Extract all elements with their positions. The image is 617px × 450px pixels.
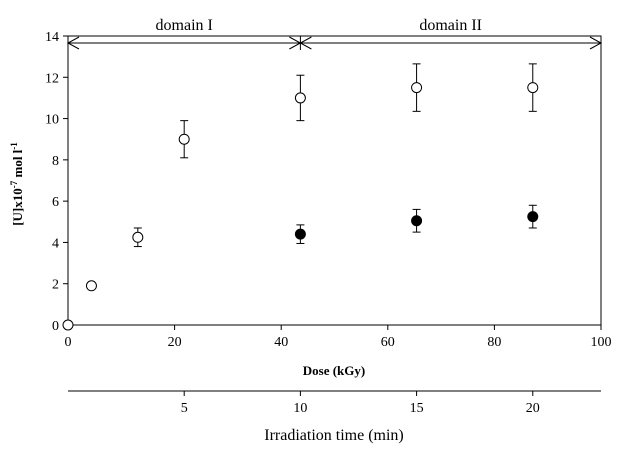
x-axis-title: Dose (kGy) (303, 363, 365, 378)
plot-border (67, 35, 602, 326)
secondary-tick-label: 15 (410, 401, 424, 416)
y-tick-label: 12 (45, 71, 59, 86)
x-axis-ticks: 0 20 40 60 80 100 (65, 325, 612, 350)
y-tick-label: 2 (52, 278, 59, 293)
y-axis-title-unit: mol l (10, 149, 25, 180)
series-filled-circle (294, 204, 539, 244)
x-tick-label: 60 (381, 335, 395, 350)
y-tick-label: 4 (52, 236, 59, 251)
domain-arrow: domain I (66, 17, 302, 50)
y-tick-label: 10 (45, 113, 59, 128)
series-open-circle (62, 63, 539, 331)
secondary-tick-label: 5 (181, 401, 188, 416)
plot-area (67, 35, 602, 326)
y-axis-ticks: 0 2 4 6 8 10 12 14 (45, 30, 68, 334)
x-tick-label: 40 (274, 335, 288, 350)
y-axis-title: [U]x10-7 mol l-1 (9, 142, 25, 226)
data-point (411, 82, 423, 94)
y-axis-title-main: [U]x10 (10, 188, 25, 226)
data-point (132, 231, 144, 243)
domain-arrow-head-left (299, 36, 312, 50)
y-axis-title-exponent: -7 (9, 180, 19, 188)
x-tick-label: 20 (168, 335, 182, 350)
secondary-tick-label: 10 (293, 401, 307, 416)
domain-annotations: domain I domain II (66, 17, 603, 50)
data-point (62, 319, 74, 331)
data-point (527, 82, 539, 94)
y-tick-label: 14 (45, 30, 59, 45)
data-point (294, 228, 306, 240)
data-point (527, 211, 539, 223)
data-point (411, 215, 423, 227)
y-axis-title-unit-exponent: -1 (9, 142, 19, 150)
secondary-tick-label: 20 (526, 401, 540, 416)
data-point (294, 92, 306, 104)
data-series (62, 63, 539, 331)
data-point (85, 280, 97, 292)
domain-label: domain II (419, 17, 482, 34)
x-tick-label: 100 (591, 335, 612, 350)
x-tick-label: 80 (487, 335, 501, 350)
domain-label: domain I (156, 17, 213, 34)
y-tick-label: 0 (52, 319, 59, 334)
secondary-axis-title: Irradiation time (min) (264, 427, 404, 444)
secondary-time-axis: 5 10 15 20 (68, 390, 601, 416)
data-point (178, 133, 190, 145)
domain-arrow: domain II (299, 17, 603, 50)
y-tick-label: 6 (52, 195, 59, 210)
y-tick-label: 8 (52, 154, 59, 169)
x-tick-label: 0 (65, 335, 72, 350)
